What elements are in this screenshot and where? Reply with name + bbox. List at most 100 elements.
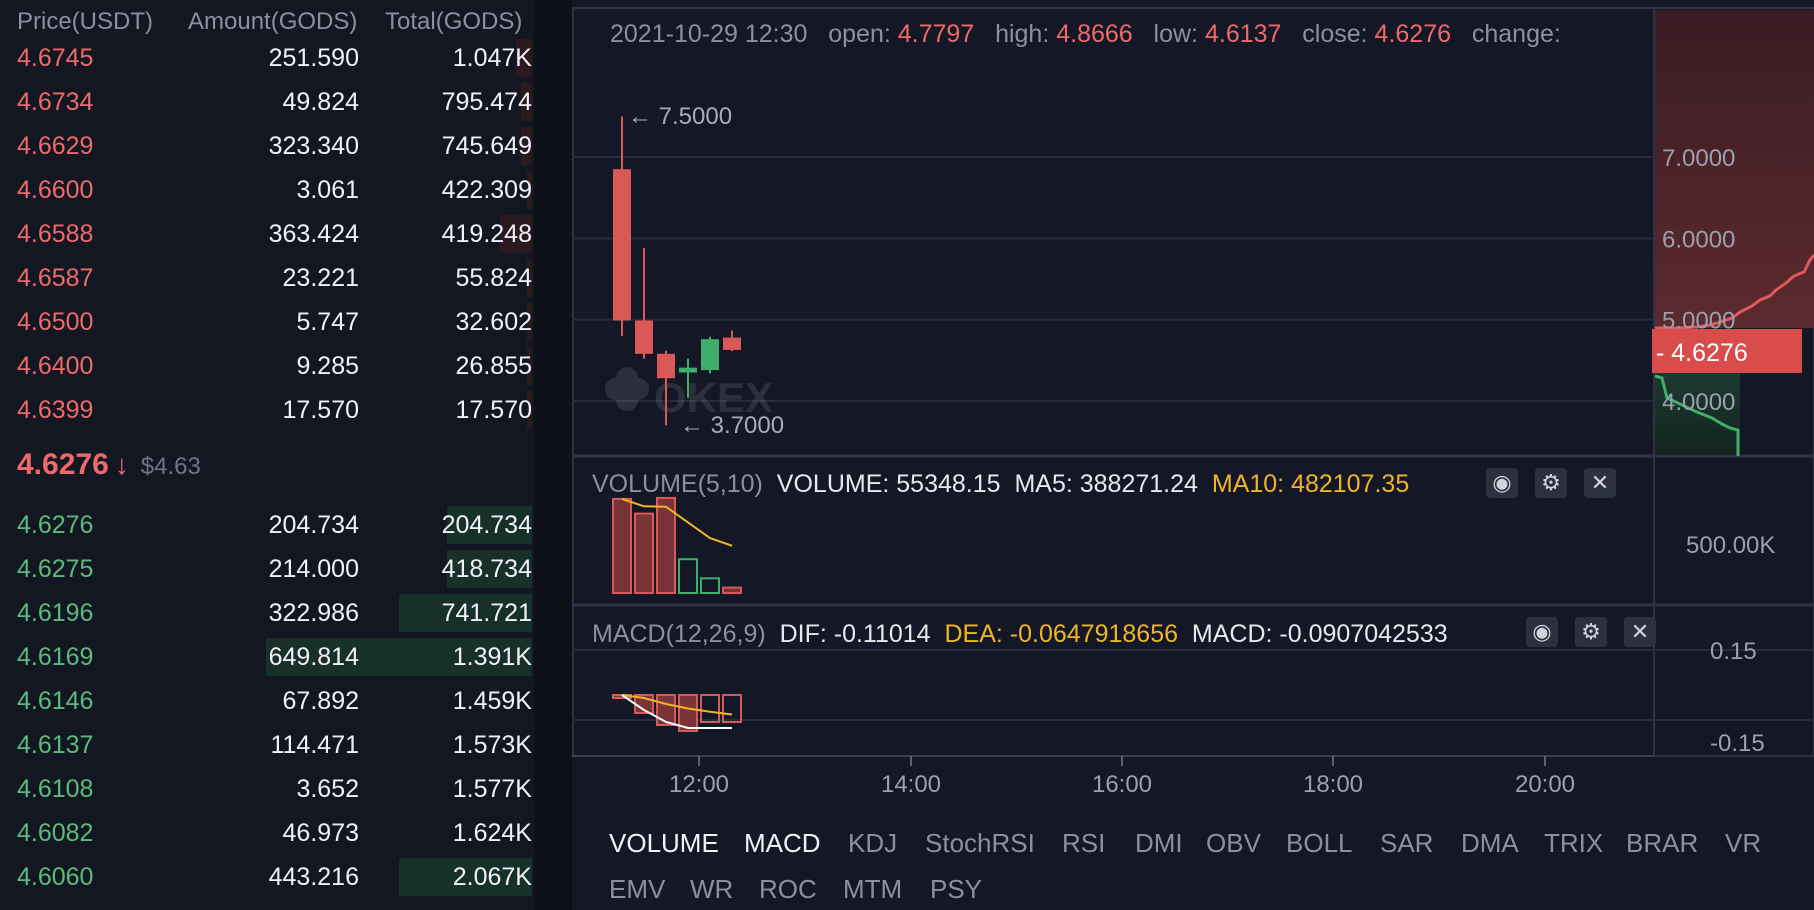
last-price-value: 4.6276 xyxy=(17,448,109,481)
volume-ma5: MA5: 388271.24 xyxy=(1014,470,1198,498)
bid-row[interactable]: 4.6169 649.814 1.391K xyxy=(0,635,534,679)
volume-visibility-eye-icon[interactable]: ◉ xyxy=(1486,468,1518,498)
ask-depth-bar xyxy=(527,303,532,341)
bid-amount: 67.892 xyxy=(282,687,359,715)
bid-total: 1.459K xyxy=(452,687,532,715)
ask-price: 4.6399 xyxy=(17,396,94,424)
volume-bar xyxy=(678,558,698,595)
macd-settings-gear-icon[interactable]: ⚙ xyxy=(1575,617,1607,647)
ask-depth-bar xyxy=(516,39,532,77)
ask-total: 419.248 xyxy=(441,220,532,248)
kline-chart[interactable]: OKEX ← 7.5000 ← 3.7000 7.0000 6.0000 5.0000… xyxy=(572,0,1814,910)
depth-bid-line xyxy=(1654,374,1740,456)
ask-row[interactable]: 4.6745 251.590 1.047K xyxy=(0,36,534,80)
volume-value: VOLUME: 55348.15 xyxy=(776,470,1001,498)
volume-close-icon[interactable]: ✕ xyxy=(1584,468,1616,498)
bid-price: 4.6276 xyxy=(17,511,94,539)
bid-amount: 3.652 xyxy=(296,775,359,803)
ask-price: 4.6588 xyxy=(17,220,94,248)
ask-depth-bar xyxy=(521,83,532,121)
ask-price: 4.6734 xyxy=(17,88,94,116)
tab-dmi[interactable]: DMI xyxy=(1135,828,1183,858)
tab-emv[interactable]: EMV xyxy=(609,874,666,904)
price-axis-label: 7.0000 xyxy=(1662,145,1735,172)
ask-amount: 251.590 xyxy=(268,44,359,72)
ask-row[interactable]: 4.6587 23.221 55.824 xyxy=(0,256,534,300)
macd-bar xyxy=(656,694,676,726)
tab-roc[interactable]: ROC xyxy=(759,874,817,904)
tab-brar[interactable]: BRAR xyxy=(1626,828,1699,858)
bid-row[interactable]: 4.6082 46.973 1.624K xyxy=(0,811,534,855)
tab-obv[interactable]: OBV xyxy=(1206,828,1261,858)
bid-amount: 46.973 xyxy=(282,819,359,847)
tab-mtm[interactable]: MTM xyxy=(843,874,903,904)
bid-row[interactable]: 4.6275 214.000 418.734 xyxy=(0,547,534,591)
tab-wr[interactable]: WR xyxy=(690,874,734,904)
bid-row[interactable]: 4.6060 443.216 2.067K xyxy=(0,855,534,899)
ask-total: 795.474 xyxy=(441,88,532,116)
volume-bar xyxy=(612,497,632,595)
ask-total: 32.602 xyxy=(455,308,532,336)
ask-row[interactable]: 4.6400 9.285 26.855 xyxy=(0,344,534,388)
bid-price: 4.6108 xyxy=(17,775,94,803)
bid-total: 2.067K xyxy=(452,863,532,891)
macd-bar xyxy=(700,694,720,723)
tab-macd[interactable]: MACD xyxy=(744,828,821,858)
bid-total: 204.734 xyxy=(441,511,532,539)
ask-row[interactable]: 4.6600 3.061 422.309 xyxy=(0,168,534,212)
bid-row[interactable]: 4.6196 322.986 741.721 xyxy=(0,591,534,635)
tab-vr[interactable]: VR xyxy=(1725,828,1762,858)
tab-trix[interactable]: TRIX xyxy=(1544,828,1604,858)
open-value: 4.7797 xyxy=(897,20,975,48)
macd-bar xyxy=(678,694,698,732)
high-value: 4.8666 xyxy=(1056,20,1133,48)
ask-row[interactable]: 4.6629 323.340 745.649 xyxy=(0,124,534,168)
open-label: open: xyxy=(828,20,891,48)
time-axis-label: 14:00 xyxy=(881,771,941,798)
chart-canvas[interactable]: OKEX ← 7.5000← 3.7000 7.00006.00005.0000… xyxy=(572,0,1814,818)
macd-visibility-eye-icon[interactable]: ◉ xyxy=(1526,617,1558,647)
bid-row[interactable]: 4.6276 204.734 204.734 xyxy=(0,503,534,547)
ask-row[interactable]: 4.6500 5.747 32.602 xyxy=(0,300,534,344)
ask-row[interactable]: 4.6734 49.824 795.474 xyxy=(0,80,534,124)
ask-price: 4.6629 xyxy=(17,132,94,160)
volume-settings-gear-icon[interactable]: ⚙ xyxy=(1535,468,1567,498)
tab-stochrsi[interactable]: StochRSI xyxy=(925,828,1035,858)
okex-logo: OKEX xyxy=(605,367,773,421)
macd-value: MACD: -0.0907042533 xyxy=(1191,620,1448,648)
ask-row[interactable]: 4.6399 17.570 17.570 xyxy=(0,388,534,432)
min-price-marker: ← 3.7000 xyxy=(680,412,784,439)
bid-amount: 443.216 xyxy=(268,863,359,891)
bid-row[interactable]: 4.6146 67.892 1.459K xyxy=(0,679,534,723)
bid-total: 1.577K xyxy=(452,775,532,803)
tab-boll[interactable]: BOLL xyxy=(1286,828,1353,858)
ask-depth-bar xyxy=(527,347,532,385)
ask-price: 4.6587 xyxy=(17,264,94,292)
bid-total: 1.624K xyxy=(452,819,532,847)
ask-total: 55.824 xyxy=(455,264,532,292)
volume-ma10: MA10: 482107.35 xyxy=(1211,470,1410,498)
bid-total: 1.573K xyxy=(452,731,532,759)
tab-rsi[interactable]: RSI xyxy=(1062,828,1106,858)
bid-depth-bar xyxy=(447,550,532,588)
tab-psy[interactable]: PSY xyxy=(930,874,983,904)
max-price-marker: ← 7.5000 xyxy=(628,103,732,130)
close-label: close: xyxy=(1302,20,1368,48)
price-axis-label: 6.0000 xyxy=(1662,226,1735,253)
down-arrow-icon: ↓ xyxy=(114,449,129,480)
tab-dma[interactable]: DMA xyxy=(1461,828,1519,858)
tab-volume[interactable]: VOLUME xyxy=(609,828,719,858)
ask-row[interactable]: 4.6588 363.424 419.248 xyxy=(0,212,534,256)
volume-legend: VOLUME(5,10) VOLUME: 55348.15 MA5: 38827… xyxy=(592,470,1409,499)
candle-body xyxy=(701,339,719,371)
extreme-markers: ← 7.5000 ← 3.7000 xyxy=(628,103,784,439)
ask-amount: 9.285 xyxy=(296,352,359,380)
bid-row[interactable]: 4.6108 3.652 1.577K xyxy=(0,767,534,811)
ask-amount: 17.570 xyxy=(282,396,359,424)
macd-close-icon[interactable]: ✕ xyxy=(1624,617,1656,647)
tab-sar[interactable]: SAR xyxy=(1380,828,1434,858)
bid-row[interactable]: 4.6137 114.471 1.573K xyxy=(0,723,534,767)
volume-indicator-name: VOLUME(5,10) xyxy=(592,470,763,498)
bid-price: 4.6146 xyxy=(17,687,94,715)
tab-kdj[interactable]: KDJ xyxy=(848,828,898,858)
